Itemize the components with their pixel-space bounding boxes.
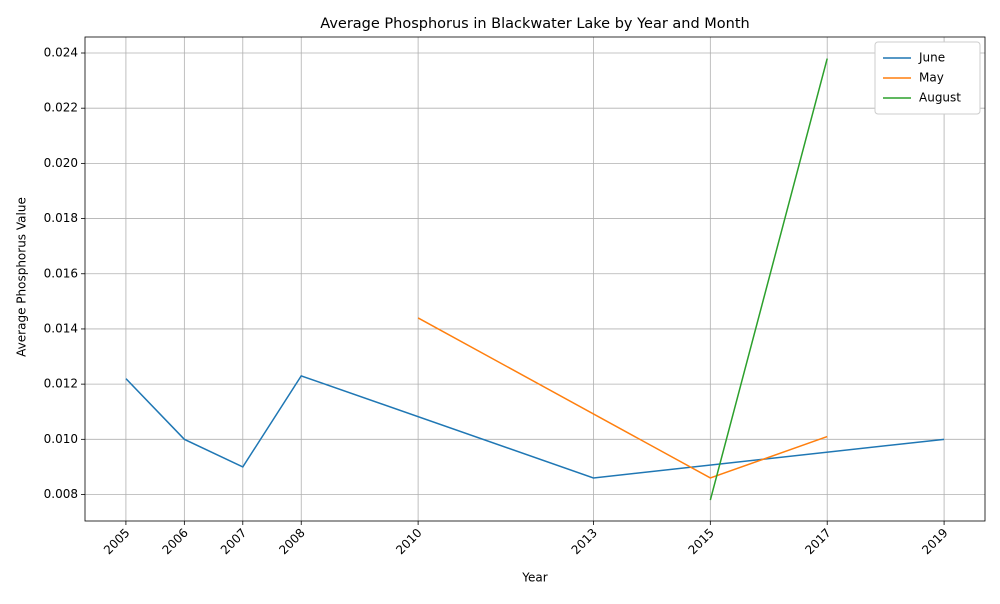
x-axis-label: Year xyxy=(521,571,547,585)
data-line xyxy=(125,374,945,479)
legend-box xyxy=(874,41,981,115)
legend-label: May xyxy=(919,71,944,85)
y-tick-label: 0.022 xyxy=(44,101,78,115)
y-tick-label: 0.016 xyxy=(44,266,78,280)
y-tick-label: 0.008 xyxy=(44,487,78,501)
data-line xyxy=(709,58,828,501)
y-axis-label: Average Phosphorus Value xyxy=(15,197,29,357)
plot-frame xyxy=(84,36,986,522)
y-tick-label: 0.010 xyxy=(44,432,78,446)
y-tick-label: 0.024 xyxy=(44,46,78,60)
data-line xyxy=(417,317,828,479)
y-tick-label: 0.020 xyxy=(44,156,78,170)
legend-label: June xyxy=(918,51,945,65)
legend-label: August xyxy=(919,91,961,105)
y-tick-label: 0.014 xyxy=(44,321,78,335)
y-tick-label: 0.018 xyxy=(44,211,78,225)
y-tick-label: 0.012 xyxy=(44,377,78,391)
chart-title: Average Phosphorus in Blackwater Lake by… xyxy=(320,16,750,32)
